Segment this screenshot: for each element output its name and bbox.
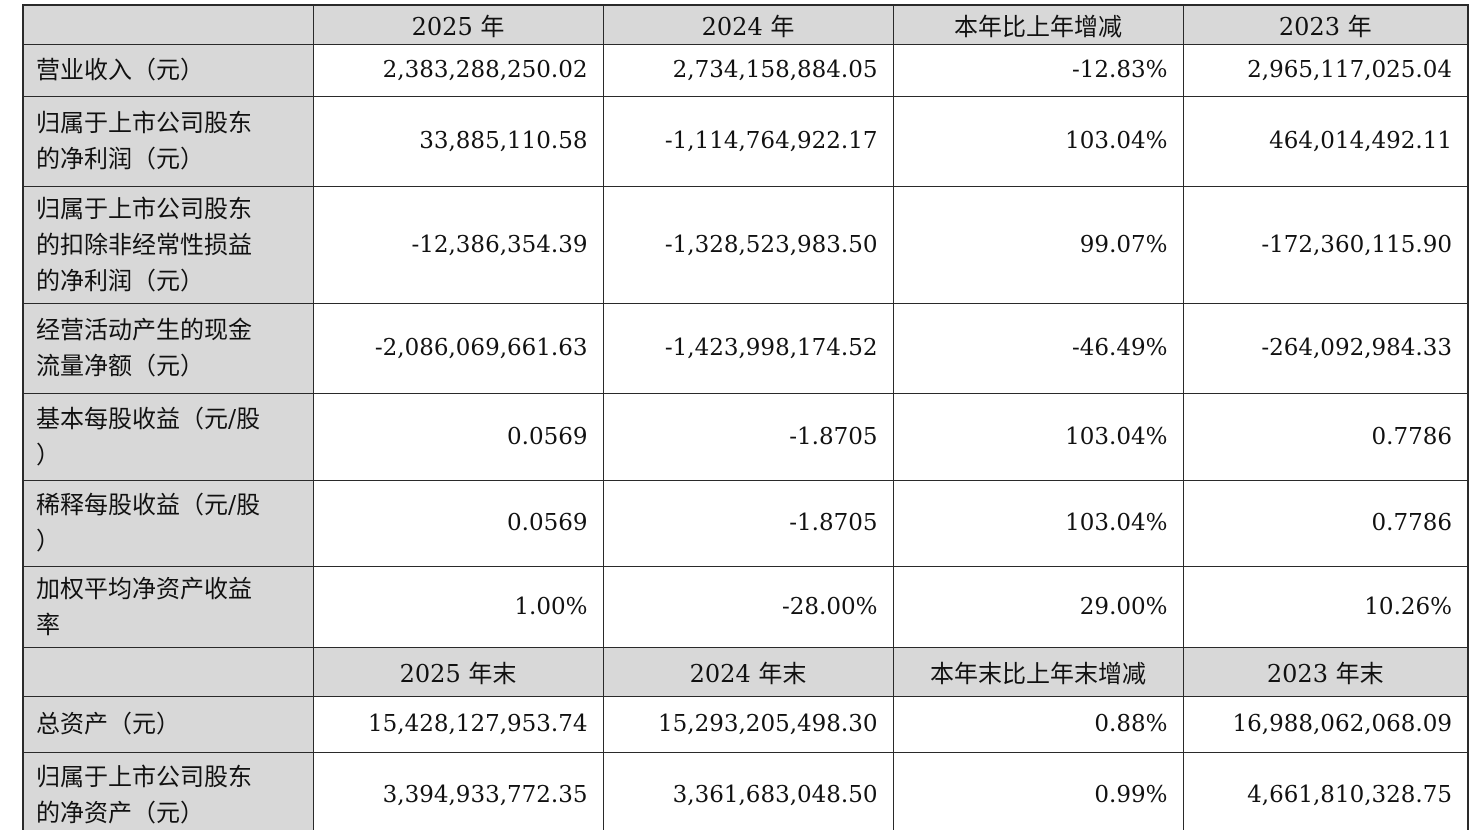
row-label-net-assets: 归属于上市公司股东的净资产（元） (22, 751, 314, 830)
cell-change: 29.00% (892, 565, 1184, 648)
cell-2024: -1,114,764,922.17 (602, 95, 894, 187)
corner-cell (22, 4, 314, 45)
cell-change: 0.99% (892, 751, 1184, 830)
col-header-2025: 2025 年 (312, 4, 604, 45)
col-header-2023-end: 2023 年末 (1182, 646, 1469, 697)
corner-cell (22, 646, 314, 697)
cell-change: 103.04% (892, 392, 1184, 481)
col-header-2025-end: 2025 年末 (312, 646, 604, 697)
row-label-revenue: 营业收入（元） (22, 43, 314, 97)
period-end-header-row: 2025 年末 2024 年末 本年末比上年末增减 2023 年末 (22, 646, 1469, 697)
cell-2023-end: 16,988,062,068.09 (1182, 695, 1469, 753)
cell-2023: 2,965,117,025.04 (1182, 43, 1469, 97)
col-header-2024-end: 2024 年末 (602, 646, 894, 697)
cell-2024: -1,423,998,174.52 (602, 302, 894, 394)
cell-2024: -1.8705 (602, 392, 894, 481)
cell-2025: -12,386,354.39 (312, 185, 604, 304)
table-row-net-assets: 归属于上市公司股东的净资产（元） 3,394,933,772.35 3,361,… (22, 751, 1469, 830)
table-row-net-profit-excl-nonrecurring: 归属于上市公司股东的扣除非经常性损益的净利润（元） -12,386,354.39… (22, 185, 1469, 304)
cell-2024: -1,328,523,983.50 (602, 185, 894, 304)
cell-2025: 33,885,110.58 (312, 95, 604, 187)
cell-2023: -264,092,984.33 (1182, 302, 1469, 394)
cell-change: 0.88% (892, 695, 1184, 753)
cell-2025-end: 3,394,933,772.35 (312, 751, 604, 830)
cell-2025: 0.0569 (312, 479, 604, 567)
row-label-operating-cash-flow: 经营活动产生的现金流量净额（元） (22, 302, 314, 394)
table-row-net-profit: 归属于上市公司股东的净利润（元） 33,885,110.58 -1,114,76… (22, 95, 1469, 187)
table-row-weighted-avg-roe: 加权平均净资产收益率 1.00% -28.00% 29.00% 10.26% (22, 565, 1469, 648)
cell-2025: 0.0569 (312, 392, 604, 481)
annual-header-row: 2025 年 2024 年 本年比上年增减 2023 年 (22, 4, 1469, 45)
cell-2024: -1.8705 (602, 479, 894, 567)
row-label-total-assets: 总资产（元） (22, 695, 314, 753)
col-header-yoy-end-change: 本年末比上年末增减 (892, 646, 1184, 697)
table-row-basic-eps: 基本每股收益（元/股） 0.0569 -1.8705 103.04% 0.778… (22, 392, 1469, 481)
cell-2025-end: 15,428,127,953.74 (312, 695, 604, 753)
cell-change: -46.49% (892, 302, 1184, 394)
cell-2023: 0.7786 (1182, 479, 1469, 567)
cell-2024: -28.00% (602, 565, 894, 648)
row-label-net-profit: 归属于上市公司股东的净利润（元） (22, 95, 314, 187)
cell-2023: 464,014,492.11 (1182, 95, 1469, 187)
financial-summary-table: 2025 年 2024 年 本年比上年增减 2023 年 营业收入（元） 2,3… (22, 4, 1469, 830)
col-header-2023: 2023 年 (1182, 4, 1469, 45)
cell-2024: 2,734,158,884.05 (602, 43, 894, 97)
cell-change: 99.07% (892, 185, 1184, 304)
cell-2025: 1.00% (312, 565, 604, 648)
table-row-revenue: 营业收入（元） 2,383,288,250.02 2,734,158,884.0… (22, 43, 1469, 97)
cell-change: 103.04% (892, 95, 1184, 187)
cell-change: -12.83% (892, 43, 1184, 97)
cell-2024-end: 15,293,205,498.30 (602, 695, 894, 753)
row-label-net-profit-excl-nonrecurring: 归属于上市公司股东的扣除非经常性损益的净利润（元） (22, 185, 314, 304)
cell-change: 103.04% (892, 479, 1184, 567)
row-label-weighted-avg-roe: 加权平均净资产收益率 (22, 565, 314, 648)
row-label-basic-eps: 基本每股收益（元/股） (22, 392, 314, 481)
table-row-diluted-eps: 稀释每股收益（元/股） 0.0569 -1.8705 103.04% 0.778… (22, 479, 1469, 567)
cell-2023: 10.26% (1182, 565, 1469, 648)
col-header-2024: 2024 年 (602, 4, 894, 45)
table-row-operating-cash-flow: 经营活动产生的现金流量净额（元） -2,086,069,661.63 -1,42… (22, 302, 1469, 394)
cell-2024-end: 3,361,683,048.50 (602, 751, 894, 830)
cell-2023-end: 4,661,810,328.75 (1182, 751, 1469, 830)
table-row-total-assets: 总资产（元） 15,428,127,953.74 15,293,205,498.… (22, 695, 1469, 753)
col-header-yoy-change: 本年比上年增减 (892, 4, 1184, 45)
cell-2025: -2,086,069,661.63 (312, 302, 604, 394)
row-label-diluted-eps: 稀释每股收益（元/股） (22, 479, 314, 567)
cell-2023: -172,360,115.90 (1182, 185, 1469, 304)
cell-2025: 2,383,288,250.02 (312, 43, 604, 97)
cell-2023: 0.7786 (1182, 392, 1469, 481)
